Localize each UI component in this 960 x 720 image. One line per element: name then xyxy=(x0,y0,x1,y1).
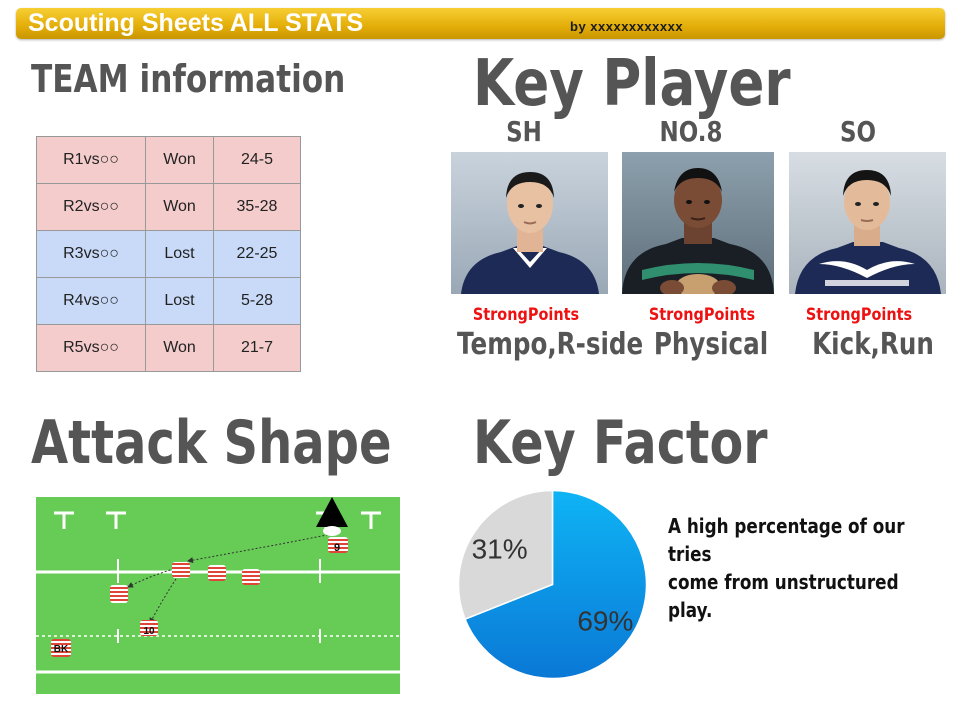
strongpoints-label-no8: StrongPoints xyxy=(648,305,756,325)
results-table: R1vs○○ Won 24-5 R2vs○○ Won 35-28 R3vs○○ Lost 22-… xyxy=(36,136,301,372)
player-bk-label: BK xyxy=(54,644,69,655)
strongpoints-label-sh: StrongPoints xyxy=(472,305,580,325)
table-row: R1vs○○ Won 24-5 xyxy=(36,136,301,184)
player-position-no8: NO.8 xyxy=(659,115,723,148)
player-10-number: 10 xyxy=(143,626,155,637)
attack-shape-heading: Attack Shape xyxy=(31,408,392,478)
result-cell: Won xyxy=(145,324,214,372)
player-strength-sh: Tempo,R-side xyxy=(457,327,644,362)
pie-label-0: 69% xyxy=(577,605,633,636)
pass-arrow xyxy=(187,533,333,564)
score-cell: 35-28 xyxy=(213,183,301,231)
player-10 xyxy=(140,620,158,636)
table-row: R4vs○○ Lost 5-28 xyxy=(36,277,301,325)
player-strength-so: Kick,Run xyxy=(812,327,934,362)
player-9 xyxy=(328,537,348,553)
player-bk xyxy=(51,639,71,657)
table-row: R3vs○○ Lost 22-25 xyxy=(36,230,301,278)
key-factor-note-line-1: A high percentage of our tries xyxy=(668,514,905,566)
score-cell: 24-5 xyxy=(213,136,301,184)
key-factor-note-line-2: come from unstructured play. xyxy=(668,570,899,622)
score-cell: 22-25 xyxy=(213,230,301,278)
player-9-number: 9 xyxy=(334,542,340,554)
team-info-heading: TEAM information xyxy=(31,57,346,101)
attack-shape-diagram: 9 10 BK xyxy=(36,497,400,694)
match-cell: R5vs○○ xyxy=(36,324,146,372)
ball-icon xyxy=(323,526,341,536)
pie-slice-1 xyxy=(457,489,554,621)
player-photo-no8 xyxy=(622,152,774,294)
author-credit: by xxxxxxxxxxxx xyxy=(570,19,684,34)
scrum-marker xyxy=(316,497,348,527)
match-cell: R4vs○○ xyxy=(36,277,146,325)
player-position-sh: SH xyxy=(506,115,542,148)
key-factor-note: A high percentage of our tries come from… xyxy=(668,512,912,624)
player-photo-sh xyxy=(451,152,608,294)
key-player-heading: Key Player xyxy=(473,47,791,121)
score-cell: 21-7 xyxy=(213,324,301,372)
match-cell: R1vs○○ xyxy=(36,136,146,184)
result-cell: Won xyxy=(145,183,214,231)
pie-slice-0 xyxy=(464,489,648,680)
strongpoints-label-so: StrongPoints xyxy=(805,305,913,325)
player-strength-no8: Physical xyxy=(653,327,769,362)
player-forward xyxy=(208,565,226,581)
pie-chart: 69% 31% xyxy=(455,487,650,682)
result-cell: Won xyxy=(145,136,214,184)
player-forward xyxy=(242,569,260,585)
player-forward xyxy=(172,562,190,578)
table-row: R2vs○○ Won 35-28 xyxy=(36,183,301,231)
key-factor-heading: Key Factor xyxy=(473,408,768,478)
score-cell: 5-28 xyxy=(213,277,301,325)
result-cell: Lost xyxy=(145,230,214,278)
player-position-so: SO xyxy=(839,115,877,148)
result-cell: Lost xyxy=(145,277,214,325)
table-row: R5vs○○ Won 21-7 xyxy=(36,324,301,372)
match-cell: R3vs○○ xyxy=(36,230,146,278)
page-title: Scouting Sheets ALL STATS xyxy=(28,9,364,37)
pie-label-1: 31% xyxy=(472,534,528,565)
player-forward xyxy=(110,585,128,603)
hash-marks xyxy=(117,559,321,643)
title-bar xyxy=(16,8,945,39)
player-photo-so xyxy=(789,152,946,294)
player-markers xyxy=(51,537,348,657)
match-cell: R2vs○○ xyxy=(36,183,146,231)
